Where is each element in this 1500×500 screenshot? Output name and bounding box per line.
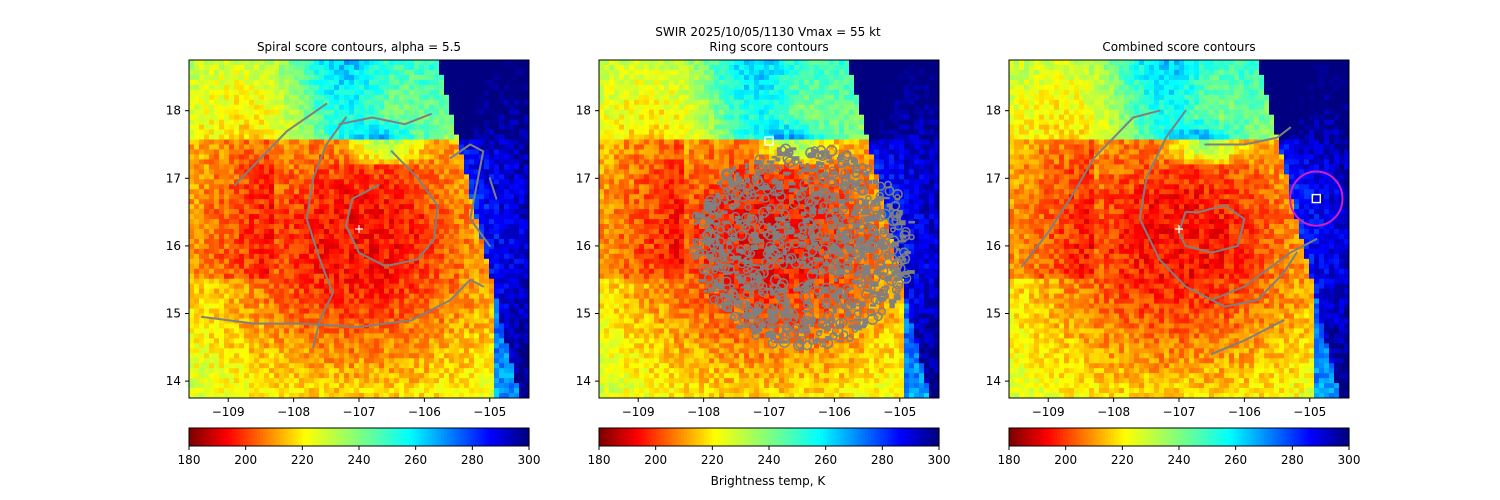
colorbar-tick-label: 200 [1054,453,1077,467]
x-tick-label: −107 [343,405,376,419]
center-marker [355,225,363,233]
panel-title: Combined score contours [1102,40,1255,54]
x-tick-label: −105 [1293,405,1326,419]
colorbar-tick-label: 180 [178,453,201,467]
colorbar-tick-label: 240 [348,453,371,467]
colorbar-tick-label: 220 [701,453,724,467]
y-tick-label: 15 [166,307,181,321]
colorbar-tick-label: 280 [461,453,484,467]
score-contour [1210,238,1318,301]
colorbar-label: Brightness temp, K [711,474,827,488]
bt-heatmap [1009,60,1349,398]
score-contour [1178,204,1246,254]
panel-2: Ring score contours −109 −108 −107 −106 −105 1… [576,40,951,467]
x-tick-label: −109 [212,405,245,419]
score-contour [233,102,328,187]
colorbar-tick-label: 280 [871,453,894,467]
score-contour [1204,126,1292,146]
y-tick-label: 16 [576,239,591,253]
y-tick-label: 16 [986,239,1001,253]
center-marker [1175,225,1183,233]
x-tick-label: −109 [1032,405,1065,419]
y-tick-label: 18 [986,104,1001,118]
colorbar-tick-label: 220 [1111,453,1134,467]
panel-title: Ring score contours [709,40,828,54]
x-tick-label: −105 [473,405,506,419]
score-contour [344,150,439,268]
colorbar-tick-label: 180 [588,453,611,467]
y-tick-label: 14 [576,374,591,388]
y-tick-label: 18 [576,104,591,118]
colorbar-tick-label: 240 [1168,453,1191,467]
colorbar-tick-label: 280 [1281,453,1304,467]
colorbar-tick-label: 180 [998,453,1021,467]
x-tick-label: −107 [1163,405,1196,419]
x-tick-label: −106 [818,405,851,419]
bt-heatmap [599,60,939,398]
colorbar-tick-label: 220 [291,453,314,467]
colorbar-tick-label: 260 [1224,453,1247,467]
colorbar-tick-label: 200 [234,453,257,467]
x-tick-label: −109 [622,405,655,419]
square-marker [1311,193,1322,204]
score-contour [1021,109,1161,268]
colorbar-tick-label: 300 [928,453,951,467]
colorbar-tick-label: 300 [518,453,541,467]
score-contour [449,143,491,247]
x-tick-label: −106 [408,405,441,419]
y-tick-label: 15 [576,307,591,321]
y-tick-label: 14 [986,374,1001,388]
x-tick-label: −108 [687,405,720,419]
x-tick-label: −105 [883,405,916,419]
colorbar-tick-label: 260 [814,453,837,467]
x-tick-label: −106 [1228,405,1261,419]
score-contour [1138,109,1298,308]
colorbar: 180 200 220 240 260 280 300 [178,427,541,467]
panel-1: Spiral score contours, alpha = 5.5 −109 −1… [166,40,541,467]
bt-heatmap [189,60,529,398]
score-contour [488,177,498,200]
x-tick-label: −108 [1097,405,1130,419]
y-tick-label: 14 [166,374,181,388]
y-tick-label: 17 [986,171,1001,185]
x-tick-label: −108 [277,405,310,419]
ring-contour-region [689,143,915,352]
score-contour [338,113,432,126]
square-marker [764,136,774,146]
y-tick-label: 16 [166,239,181,253]
y-tick-label: 15 [986,307,1001,321]
colorbar-tick-label: 300 [1338,453,1361,467]
panels: Spiral score contours, alpha = 5.5 −109 −1… [166,40,1361,467]
y-tick-label: 18 [166,104,181,118]
panel-3: Combined score contours −109 −108 −107 −106 −… [986,40,1361,467]
colorbar-tick-label: 240 [758,453,781,467]
y-tick-label: 17 [166,171,181,185]
colorbar-tick-label: 200 [644,453,667,467]
x-tick-label: −107 [753,405,786,419]
y-tick-label: 17 [576,171,591,185]
score-contour [305,116,347,349]
score-contour [201,278,485,328]
colorbar: 180 200 220 240 260 280 300 [998,427,1361,467]
score-contour [1210,319,1285,356]
figure-suptitle: SWIR 2025/10/05/1130 Vmax = 55 kt [655,25,881,39]
detection-circle [1289,170,1344,227]
panel-title: Spiral score contours, alpha = 5.5 [257,40,461,54]
colorbar-tick-label: 260 [404,453,427,467]
colorbar: 180 200 220 240 260 280 300 [588,427,951,467]
